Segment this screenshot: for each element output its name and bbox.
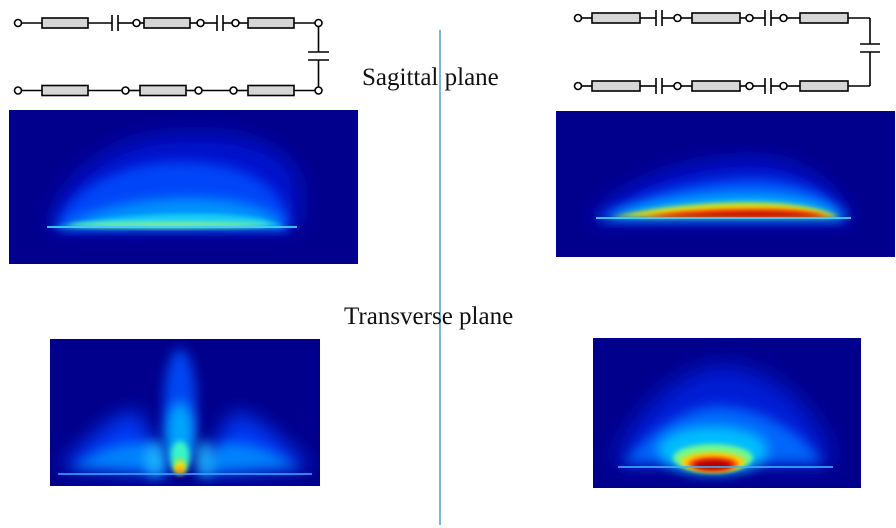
transverse-plane-label: Transverse plane: [344, 303, 514, 330]
left-electrode-circuit: [12, 8, 342, 104]
transverse-left-field: [50, 339, 320, 486]
right-electrode-circuit: [570, 2, 890, 98]
sagittal-plane-label: Sagittal plane: [362, 64, 499, 91]
center-divider-line: [439, 30, 441, 525]
sagittal-left-field: [9, 110, 358, 264]
transverse-right-field: [593, 338, 861, 488]
sagittal-right-field: [556, 111, 895, 257]
